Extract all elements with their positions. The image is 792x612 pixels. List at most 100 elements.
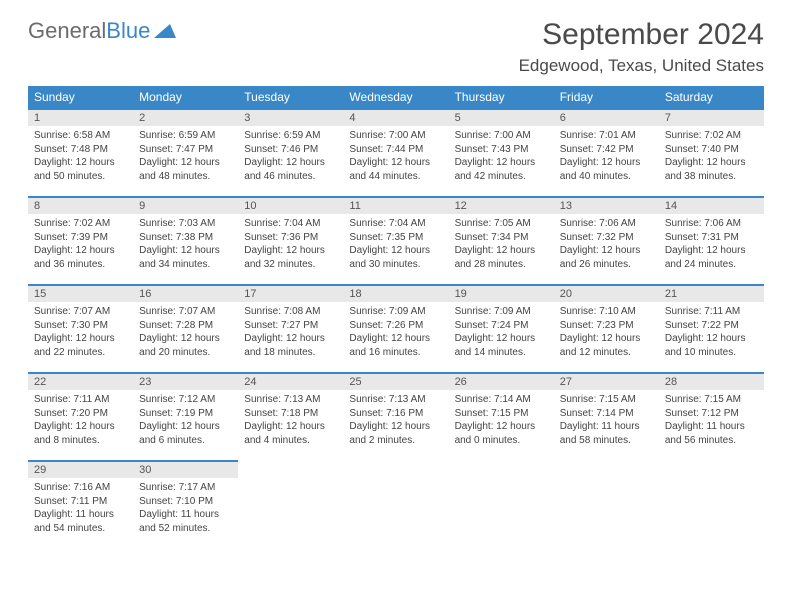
location: Edgewood, Texas, United States [519, 56, 764, 76]
daylight-line1: Daylight: 12 hours [349, 156, 442, 170]
day-header: Sunday [28, 86, 133, 109]
day-number: 3 [238, 110, 343, 126]
day-cell: 17Sunrise: 7:08 AMSunset: 7:27 PMDayligh… [238, 285, 343, 373]
day-number: 20 [554, 286, 659, 302]
day-info: Sunrise: 7:14 AMSunset: 7:15 PMDaylight:… [449, 390, 554, 450]
daylight-line1: Daylight: 12 hours [139, 244, 232, 258]
daylight-line2: and 54 minutes. [34, 522, 127, 536]
daylight-line1: Daylight: 12 hours [349, 420, 442, 434]
sunset: Sunset: 7:44 PM [349, 143, 442, 157]
day-info: Sunrise: 7:15 AMSunset: 7:12 PMDaylight:… [659, 390, 764, 450]
sunrise: Sunrise: 6:59 AM [139, 129, 232, 143]
daylight-line1: Daylight: 12 hours [244, 156, 337, 170]
sunset: Sunset: 7:16 PM [349, 407, 442, 421]
empty-cell [659, 461, 764, 548]
daylight-line1: Daylight: 12 hours [349, 244, 442, 258]
day-number: 23 [133, 374, 238, 390]
day-number: 19 [449, 286, 554, 302]
sunrise: Sunrise: 7:10 AM [560, 305, 653, 319]
sunset: Sunset: 7:22 PM [665, 319, 758, 333]
calendar-row: 15Sunrise: 7:07 AMSunset: 7:30 PMDayligh… [28, 285, 764, 373]
sunrise: Sunrise: 7:13 AM [244, 393, 337, 407]
daylight-line1: Daylight: 12 hours [455, 244, 548, 258]
day-cell: 29Sunrise: 7:16 AMSunset: 7:11 PMDayligh… [28, 461, 133, 548]
daylight-line2: and 32 minutes. [244, 258, 337, 272]
day-cell: 30Sunrise: 7:17 AMSunset: 7:10 PMDayligh… [133, 461, 238, 548]
day-info: Sunrise: 7:06 AMSunset: 7:31 PMDaylight:… [659, 214, 764, 274]
sunset: Sunset: 7:11 PM [34, 495, 127, 509]
day-cell: 26Sunrise: 7:14 AMSunset: 7:15 PMDayligh… [449, 373, 554, 461]
day-header: Friday [554, 86, 659, 109]
sunset: Sunset: 7:24 PM [455, 319, 548, 333]
daylight-line2: and 20 minutes. [139, 346, 232, 360]
daylight-line1: Daylight: 12 hours [560, 156, 653, 170]
daylight-line1: Daylight: 11 hours [34, 508, 127, 522]
daylight-line2: and 24 minutes. [665, 258, 758, 272]
sunrise: Sunrise: 7:04 AM [349, 217, 442, 231]
empty-cell [343, 461, 448, 548]
sunrise: Sunrise: 6:58 AM [34, 129, 127, 143]
day-info: Sunrise: 7:02 AMSunset: 7:39 PMDaylight:… [28, 214, 133, 274]
daylight-line1: Daylight: 12 hours [560, 244, 653, 258]
sunset: Sunset: 7:40 PM [665, 143, 758, 157]
day-cell: 12Sunrise: 7:05 AMSunset: 7:34 PMDayligh… [449, 197, 554, 285]
daylight-line2: and 2 minutes. [349, 434, 442, 448]
day-number: 22 [28, 374, 133, 390]
daylight-line1: Daylight: 12 hours [665, 156, 758, 170]
sunrise: Sunrise: 7:01 AM [560, 129, 653, 143]
sunset: Sunset: 7:27 PM [244, 319, 337, 333]
day-info: Sunrise: 6:59 AMSunset: 7:47 PMDaylight:… [133, 126, 238, 186]
sunset: Sunset: 7:35 PM [349, 231, 442, 245]
daylight-line2: and 10 minutes. [665, 346, 758, 360]
day-number: 28 [659, 374, 764, 390]
day-cell: 28Sunrise: 7:15 AMSunset: 7:12 PMDayligh… [659, 373, 764, 461]
day-number: 7 [659, 110, 764, 126]
day-info: Sunrise: 7:12 AMSunset: 7:19 PMDaylight:… [133, 390, 238, 450]
sunrise: Sunrise: 7:06 AM [665, 217, 758, 231]
day-number: 25 [343, 374, 448, 390]
day-cell: 24Sunrise: 7:13 AMSunset: 7:18 PMDayligh… [238, 373, 343, 461]
sunset: Sunset: 7:10 PM [139, 495, 232, 509]
daylight-line1: Daylight: 12 hours [244, 244, 337, 258]
sunrise: Sunrise: 7:14 AM [455, 393, 548, 407]
sunset: Sunset: 7:38 PM [139, 231, 232, 245]
empty-cell [554, 461, 659, 548]
sunset: Sunset: 7:18 PM [244, 407, 337, 421]
sunrise: Sunrise: 7:15 AM [560, 393, 653, 407]
sunset: Sunset: 7:39 PM [34, 231, 127, 245]
day-info: Sunrise: 7:05 AMSunset: 7:34 PMDaylight:… [449, 214, 554, 274]
daylight-line2: and 48 minutes. [139, 170, 232, 184]
logo-text-blue: Blue [106, 18, 150, 44]
calendar-row: 22Sunrise: 7:11 AMSunset: 7:20 PMDayligh… [28, 373, 764, 461]
empty-cell [238, 461, 343, 548]
sunrise: Sunrise: 7:02 AM [34, 217, 127, 231]
day-number: 6 [554, 110, 659, 126]
day-number: 1 [28, 110, 133, 126]
day-header: Thursday [449, 86, 554, 109]
sunrise: Sunrise: 7:12 AM [139, 393, 232, 407]
day-number: 13 [554, 198, 659, 214]
sunset: Sunset: 7:19 PM [139, 407, 232, 421]
day-number: 27 [554, 374, 659, 390]
sunrise: Sunrise: 7:16 AM [34, 481, 127, 495]
daylight-line1: Daylight: 12 hours [139, 332, 232, 346]
calendar-row: 8Sunrise: 7:02 AMSunset: 7:39 PMDaylight… [28, 197, 764, 285]
sunset: Sunset: 7:43 PM [455, 143, 548, 157]
daylight-line2: and 58 minutes. [560, 434, 653, 448]
day-info: Sunrise: 7:11 AMSunset: 7:20 PMDaylight:… [28, 390, 133, 450]
daylight-line2: and 56 minutes. [665, 434, 758, 448]
sunset: Sunset: 7:47 PM [139, 143, 232, 157]
day-cell: 16Sunrise: 7:07 AMSunset: 7:28 PMDayligh… [133, 285, 238, 373]
daylight-line1: Daylight: 12 hours [455, 332, 548, 346]
daylight-line2: and 4 minutes. [244, 434, 337, 448]
day-header: Saturday [659, 86, 764, 109]
day-number: 9 [133, 198, 238, 214]
sunset: Sunset: 7:12 PM [665, 407, 758, 421]
daylight-line2: and 14 minutes. [455, 346, 548, 360]
day-header: Monday [133, 86, 238, 109]
day-info: Sunrise: 7:13 AMSunset: 7:16 PMDaylight:… [343, 390, 448, 450]
sunrise: Sunrise: 7:17 AM [139, 481, 232, 495]
daylight-line2: and 6 minutes. [139, 434, 232, 448]
day-info: Sunrise: 7:15 AMSunset: 7:14 PMDaylight:… [554, 390, 659, 450]
day-cell: 9Sunrise: 7:03 AMSunset: 7:38 PMDaylight… [133, 197, 238, 285]
